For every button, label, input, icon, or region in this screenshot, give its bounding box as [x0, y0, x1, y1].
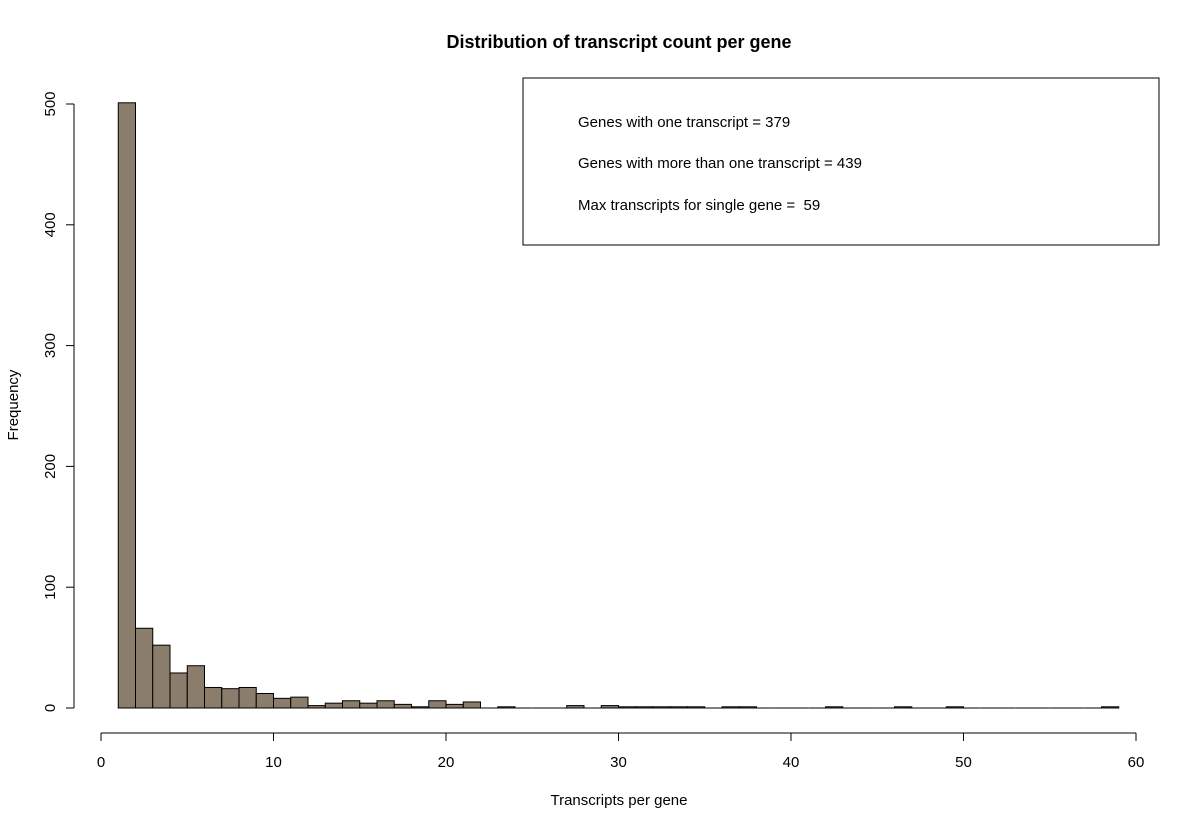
legend-entry-max: Max transcripts for single gene = 59 [578, 197, 820, 214]
legend: Genes with one transcript = 379 Genes wi… [522, 77, 1160, 246]
histogram-bar [497, 706, 516, 709]
histogram-bar [393, 703, 412, 709]
histogram-bar [152, 644, 171, 709]
x-tick-label: 10 [265, 754, 282, 771]
histogram-bar [186, 665, 205, 709]
y-axis: 0 100 200 300 400 500 [42, 91, 75, 712]
histogram-bar [445, 703, 464, 709]
histogram-bar [462, 701, 481, 709]
histogram-bar [825, 706, 844, 709]
histogram-bar [135, 627, 154, 709]
y-tick-label: 500 [42, 91, 59, 116]
x-axis: 0 10 20 30 40 50 60 [97, 732, 1145, 771]
histogram-bar [411, 706, 430, 709]
bars-group [117, 102, 1120, 709]
y-tick-label: 400 [42, 212, 59, 237]
histogram-bar [238, 686, 257, 709]
histogram-bar [1101, 706, 1120, 709]
histogram-bar [204, 686, 223, 709]
x-tick-label: 60 [1128, 754, 1145, 771]
x-tick-label: 50 [955, 754, 972, 771]
y-tick-label: 300 [42, 333, 59, 358]
histogram-bar [566, 705, 585, 709]
histogram-bar [669, 706, 688, 709]
y-tick-label: 100 [42, 575, 59, 600]
y-axis-label: Frequency [5, 369, 22, 440]
histogram-bar [600, 705, 619, 709]
histogram-bar [618, 706, 637, 709]
x-tick-label: 20 [438, 754, 455, 771]
histogram-bar [359, 702, 378, 709]
x-tick-label: 40 [783, 754, 800, 771]
histogram-bar [342, 700, 361, 709]
legend-box [522, 77, 1160, 246]
histogram-bar [221, 688, 240, 709]
histogram-bar [273, 697, 292, 709]
legend-entry-single: Genes with one transcript = 379 [578, 114, 790, 131]
histogram-bar [169, 672, 188, 709]
y-tick-label: 0 [42, 704, 59, 712]
histogram-bar [428, 700, 447, 709]
x-tick-label: 30 [610, 754, 627, 771]
histogram-bar [687, 706, 706, 709]
chart-title: Distribution of transcript count per gen… [446, 32, 791, 52]
histogram-bar [117, 102, 136, 709]
histogram-bar [376, 700, 395, 709]
histogram-bar [255, 693, 274, 709]
histogram-bar [290, 696, 309, 709]
histogram-bar [738, 706, 757, 709]
histogram-bar [721, 706, 740, 709]
histogram-bar [307, 705, 326, 709]
x-axis-label: Transcripts per gene [550, 792, 687, 809]
histogram-bar [635, 706, 654, 709]
histogram-bar [652, 706, 671, 709]
y-tick-label: 200 [42, 454, 59, 479]
histogram-bar [945, 706, 964, 709]
x-tick-label: 0 [97, 754, 105, 771]
legend-entry-multiple: Genes with more than one transcript = 43… [578, 155, 862, 172]
histogram-bar [324, 702, 343, 709]
histogram-bar [894, 706, 913, 709]
